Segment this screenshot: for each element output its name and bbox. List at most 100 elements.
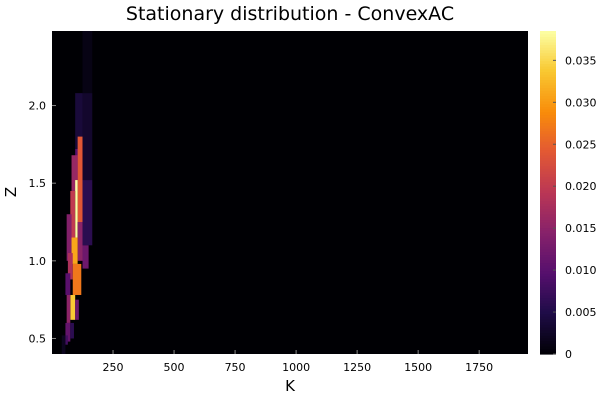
colorbar-segment bbox=[540, 157, 556, 161]
colorbar-segment bbox=[540, 189, 556, 194]
heatmap-cell bbox=[82, 31, 93, 94]
colorbar-segment bbox=[540, 249, 556, 253]
colorbar-segment bbox=[540, 321, 556, 325]
colorbar-segment bbox=[540, 109, 556, 113]
y-tick-label: 1.5 bbox=[29, 177, 47, 190]
colorbar-segment bbox=[540, 257, 556, 261]
colorbar-segment bbox=[540, 52, 556, 56]
x-tick-label: 1750 bbox=[465, 361, 493, 374]
colorbar-segment bbox=[540, 214, 556, 218]
colorbar-segment bbox=[540, 327, 556, 331]
heatmap-cell bbox=[70, 190, 76, 246]
colorbar: 0 0.005 0.010 0.015 0.020 0.025 0.030 0.035 bbox=[540, 31, 597, 361]
heatmap-cell bbox=[65, 335, 68, 345]
heatmap-cell bbox=[75, 180, 78, 238]
colorbar-segment bbox=[540, 313, 556, 317]
colorbar-segment bbox=[540, 192, 556, 196]
x-tick-label: 750 bbox=[225, 361, 246, 374]
colorbar-segment bbox=[540, 205, 556, 210]
colorbar-tick-label: 0.015 bbox=[565, 222, 597, 235]
colorbar-segment bbox=[540, 243, 556, 247]
colorbar-segment bbox=[540, 44, 556, 48]
colorbar-segment bbox=[540, 133, 556, 137]
colorbar-segment bbox=[540, 200, 556, 204]
heatmap-cell bbox=[71, 237, 78, 264]
colorbar-segment bbox=[540, 127, 556, 132]
colorbar-segment bbox=[540, 130, 556, 134]
heatmap-cell bbox=[82, 93, 93, 181]
colorbar-segment bbox=[540, 100, 556, 105]
x-axis: 250 500 750 1000 1250 1500 1750 bbox=[103, 350, 493, 374]
heatmap-cell bbox=[66, 294, 71, 323]
colorbar-segment bbox=[540, 41, 556, 46]
colorbar-segment bbox=[540, 47, 556, 51]
colorbar-segment bbox=[540, 39, 556, 43]
colorbar-segment bbox=[540, 267, 556, 272]
colorbar-segment bbox=[540, 184, 556, 188]
colorbar-segment bbox=[540, 33, 556, 37]
colorbar-segment bbox=[540, 195, 556, 199]
colorbar-segment bbox=[540, 310, 556, 315]
colorbar-segment bbox=[540, 125, 556, 129]
colorbar-segment bbox=[540, 246, 556, 250]
colorbar-segment bbox=[540, 197, 556, 202]
colorbar-segment bbox=[540, 90, 556, 94]
colorbar-segment bbox=[540, 60, 556, 64]
colorbar-segment bbox=[540, 265, 556, 269]
colorbar-segment bbox=[540, 230, 556, 234]
colorbar-segment bbox=[540, 232, 556, 237]
colorbar-segment bbox=[540, 82, 556, 86]
colorbar-segment bbox=[540, 152, 556, 156]
heatmap-cell bbox=[82, 180, 93, 246]
colorbar-tick-label: 0.025 bbox=[565, 138, 597, 151]
heatmap-cell bbox=[66, 214, 72, 261]
colorbar-segment bbox=[540, 297, 556, 301]
colorbar-segment bbox=[540, 95, 556, 99]
colorbar-segment bbox=[540, 31, 556, 35]
colorbar-segment bbox=[540, 181, 556, 186]
colorbar-segment bbox=[540, 348, 556, 352]
y-tick-label: 0.5 bbox=[29, 332, 47, 345]
colorbar-segment bbox=[540, 308, 556, 312]
colorbar-segment bbox=[540, 343, 556, 347]
colorbar-segment bbox=[540, 84, 556, 89]
colorbar-segment bbox=[540, 281, 556, 285]
colorbar-segment bbox=[540, 173, 556, 177]
colorbar-segment bbox=[540, 224, 556, 229]
colorbar-segment bbox=[540, 168, 556, 172]
colorbar-segment bbox=[540, 319, 556, 323]
colorbar-segment bbox=[540, 98, 556, 102]
colorbar-segment bbox=[540, 275, 556, 280]
colorbar-segment bbox=[540, 259, 556, 264]
colorbar-segment bbox=[540, 208, 556, 212]
colorbar-segment bbox=[540, 340, 556, 344]
colorbar-segment bbox=[540, 203, 556, 207]
colorbar-segment bbox=[540, 111, 556, 116]
colorbar-segment bbox=[540, 106, 556, 110]
x-tick-label: 250 bbox=[103, 361, 124, 374]
colorbar-segment bbox=[540, 179, 556, 183]
y-axis: 0.5 1.0 1.5 2.0 bbox=[29, 100, 56, 345]
heatmap-background bbox=[52, 31, 528, 354]
colorbar-segment bbox=[540, 240, 556, 245]
colorbar-segment bbox=[540, 154, 556, 159]
x-tick-label: 1500 bbox=[404, 361, 432, 374]
plot-area bbox=[52, 31, 528, 354]
heatmap-cell bbox=[71, 155, 78, 191]
colorbar-segment bbox=[540, 273, 556, 277]
colorbar-segment bbox=[540, 300, 556, 304]
colorbar-segment bbox=[540, 337, 556, 342]
colorbar-segment bbox=[540, 227, 556, 231]
colorbar-segment bbox=[540, 141, 556, 145]
colorbar-segment bbox=[540, 103, 556, 107]
heatmap-cell bbox=[75, 299, 79, 320]
colorbar-segment bbox=[540, 57, 556, 62]
colorbar-segment bbox=[540, 176, 556, 180]
colorbar-tick-label: 0.020 bbox=[565, 180, 597, 193]
colorbar-segment bbox=[540, 76, 556, 81]
x-tick-label: 1000 bbox=[282, 361, 310, 374]
colorbar-tick-label: 0.030 bbox=[565, 96, 597, 109]
colorbar-segment bbox=[540, 119, 556, 124]
y-axis-label: Z bbox=[2, 187, 20, 197]
colorbar-segment bbox=[540, 345, 556, 350]
